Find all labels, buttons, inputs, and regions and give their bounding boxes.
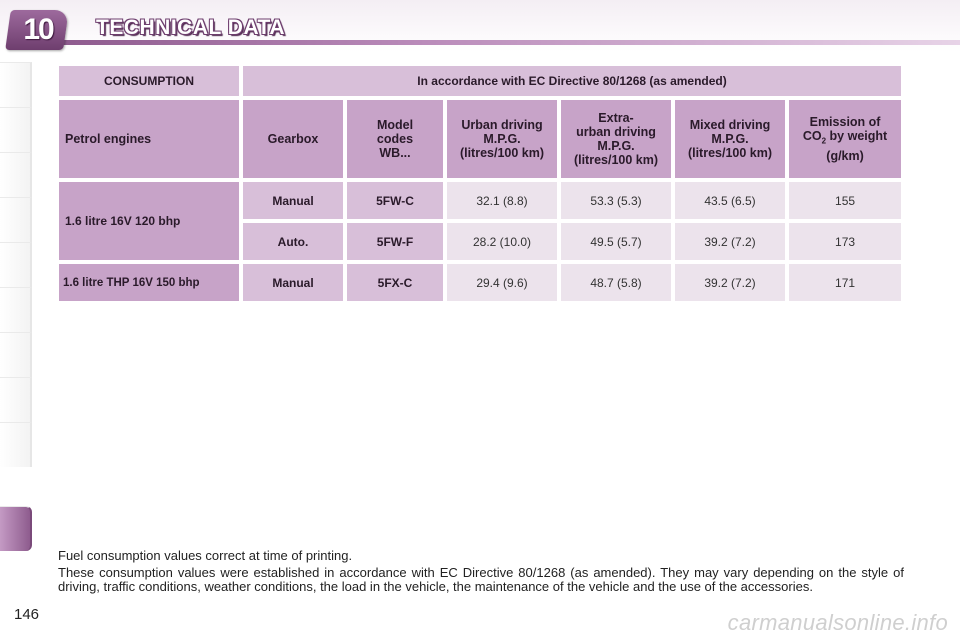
page-title: TECHNICAL DATA	[96, 16, 285, 39]
col-mixed-l3: (litres/100 km)	[687, 146, 773, 160]
col-engines: Petrol engines	[59, 100, 239, 178]
col-mixed-l1: Mixed driving	[689, 118, 771, 132]
chapter-tab-8[interactable]	[0, 377, 32, 422]
col-urban-l3: (litres/100 km)	[459, 146, 545, 160]
col-emission-unit: (g/km)	[826, 148, 864, 163]
col-model-codes-l1: Model	[376, 118, 414, 132]
table-title-row: CONSUMPTION In accordance with EC Direct…	[59, 66, 902, 96]
chapter-number: 10	[23, 13, 54, 46]
col-urban-l2: M.P.G.	[483, 132, 521, 146]
co2-cell: 173	[789, 223, 902, 260]
table-row: 1.6 litre THP 16V 150 bhp Manual 5FX-C 2…	[59, 264, 902, 301]
chapter-tab-7[interactable]	[0, 332, 32, 377]
mixed-cell: 43.5 (6.5)	[675, 182, 785, 219]
col-extra-urban-l2: urban driving	[576, 125, 656, 139]
col-extra-urban-l4: (litres/100 km)	[573, 153, 659, 167]
directive-heading: In accordance with EC Directive 80/1268 …	[243, 66, 902, 96]
extra-urban-cell: 53.3 (5.3)	[561, 182, 671, 219]
col-emission: Emission of CO2 by weight (g/km)	[789, 100, 902, 178]
consumption-heading: CONSUMPTION	[59, 66, 239, 96]
column-header-row: Petrol engines Gearbox Model codes WB...…	[59, 100, 902, 178]
urban-cell: 32.1 (8.8)	[447, 182, 557, 219]
col-emission-sub: 2	[821, 136, 827, 146]
col-extra-urban-l3: M.P.G.	[597, 139, 635, 153]
col-mixed: Mixed driving M.P.G. (litres/100 km)	[675, 100, 785, 178]
col-extra-urban: Extra- urban driving M.P.G. (litres/100 …	[561, 100, 671, 178]
col-mixed-l2: M.P.G.	[711, 132, 749, 146]
col-model-codes-l3: WB...	[379, 146, 411, 160]
model-code-cell: 5FW-F	[347, 223, 443, 260]
chapter-tab-1[interactable]	[0, 62, 32, 107]
col-model-codes-l2: codes	[376, 132, 414, 146]
mixed-cell: 39.2 (7.2)	[675, 264, 785, 301]
table-row: Auto. 5FW-F 28.2 (10.0) 49.5 (5.7) 39.2 …	[59, 223, 902, 260]
watermark: carmanualsonline.info	[727, 610, 948, 635]
extra-urban-cell: 49.5 (5.7)	[561, 223, 671, 260]
urban-cell: 29.4 (9.6)	[447, 264, 557, 301]
page-number: 146	[14, 606, 40, 623]
chapter-tabs	[0, 62, 34, 574]
consumption-table: CONSUMPTION In accordance with EC Direct…	[55, 62, 905, 305]
header-rule	[56, 40, 960, 45]
chapter-tab-6[interactable]	[0, 287, 32, 332]
note-directive: These consumption values were establishe…	[58, 565, 904, 594]
mixed-cell: 39.2 (7.2)	[675, 223, 785, 260]
engine-cell: 1.6 litre THP 16V 150 bhp	[59, 264, 239, 301]
col-emission-co: CO	[802, 129, 822, 144]
note-printing: Fuel consumption values correct at time …	[58, 548, 353, 563]
col-gearbox: Gearbox	[243, 100, 343, 178]
engine-cell: 1.6 litre 16V 120 bhp	[59, 182, 239, 260]
gearbox-cell: Auto.	[243, 223, 343, 260]
chapter-tab-5[interactable]	[0, 242, 32, 287]
model-code-cell: 5FW-C	[347, 182, 443, 219]
model-code-cell: 5FX-C	[347, 264, 443, 301]
chapter-tab-2[interactable]	[0, 107, 32, 152]
chapter-tab-10-active[interactable]	[0, 506, 32, 551]
chapter-tab-4[interactable]	[0, 197, 32, 242]
col-model-codes: Model codes WB...	[347, 100, 443, 178]
col-extra-urban-l1: Extra-	[598, 111, 634, 125]
co2-cell: 155	[789, 182, 902, 219]
col-urban: Urban driving M.P.G. (litres/100 km)	[447, 100, 557, 178]
extra-urban-cell: 48.7 (5.8)	[561, 264, 671, 301]
col-emission-rest: by weight	[826, 129, 888, 144]
urban-cell: 28.2 (10.0)	[447, 223, 557, 260]
table-row: 1.6 litre 16V 120 bhp Manual 5FW-C 32.1 …	[59, 182, 902, 260]
col-urban-l1: Urban driving	[461, 118, 543, 132]
chapter-tab-3[interactable]	[0, 152, 32, 197]
gearbox-cell: Manual	[243, 264, 343, 301]
co2-cell: 171	[789, 264, 902, 301]
gearbox-cell: Manual	[243, 182, 343, 219]
chapter-tab-9[interactable]	[0, 422, 32, 467]
col-emission-l1: Emission of	[809, 115, 881, 130]
